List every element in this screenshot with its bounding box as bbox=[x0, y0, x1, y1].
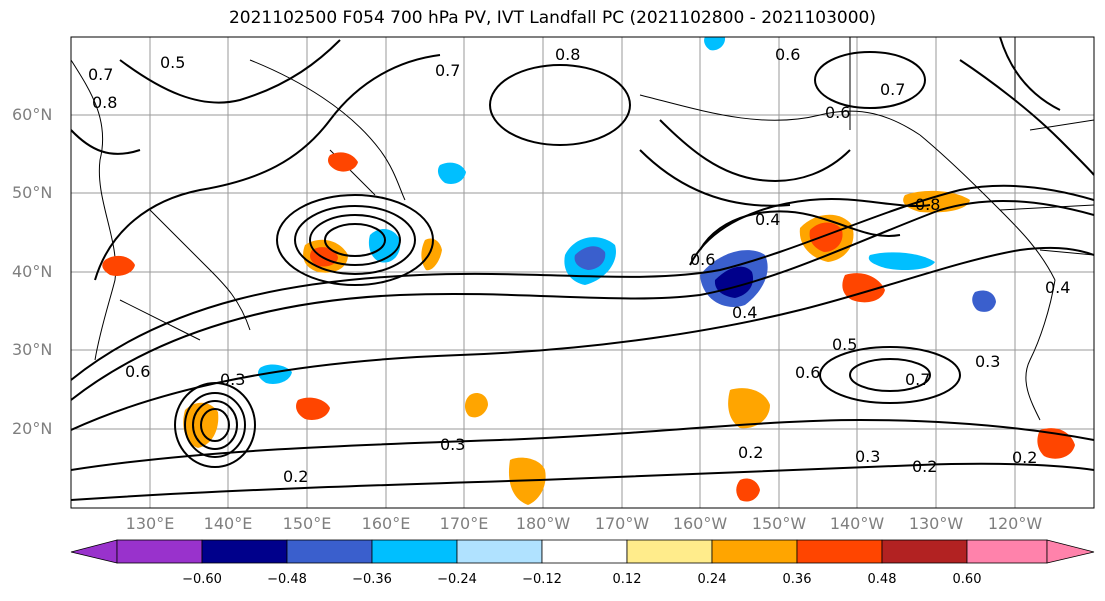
colorbar-tick-label: 0.36 bbox=[782, 572, 812, 587]
colorbar-bin bbox=[626, 539, 713, 564]
colorbar-tick-label: −0.12 bbox=[522, 572, 562, 587]
colorbar-tick-label: −0.24 bbox=[437, 572, 477, 587]
colorbar-bin bbox=[796, 539, 883, 564]
graticule bbox=[71, 37, 1094, 508]
contour-label: 0.4 bbox=[732, 303, 757, 322]
lon-label: 150°E bbox=[282, 514, 332, 533]
lon-label: 180°W bbox=[515, 514, 571, 533]
map-title: 2021102500 F054 700 hPa PV, IVT Landfall… bbox=[228, 8, 876, 28]
lon-label: 160°W bbox=[672, 514, 728, 533]
lat-label: 50°N bbox=[12, 183, 53, 202]
lat-label: 20°N bbox=[12, 419, 53, 438]
colorbar-bin bbox=[371, 539, 458, 564]
contour-label: 0.2 bbox=[912, 457, 937, 476]
colorbar-bin bbox=[456, 539, 543, 564]
colorbar-bin bbox=[966, 539, 1048, 564]
colorbar-tick-label: 0.24 bbox=[697, 572, 727, 587]
contour-label: 0.8 bbox=[555, 45, 580, 64]
colorbar-bin bbox=[286, 539, 373, 564]
colorbar-bin bbox=[116, 539, 203, 564]
lon-label: 140°E bbox=[203, 514, 253, 533]
lon-label: 130°W bbox=[908, 514, 964, 533]
colorbar-tick-label: −0.60 bbox=[182, 572, 222, 587]
contour-label: 0.7 bbox=[88, 65, 113, 84]
contour-label: 0.2 bbox=[1012, 448, 1037, 467]
contour-label: 0.2 bbox=[738, 443, 763, 462]
colorbar-extend-high bbox=[1046, 539, 1095, 564]
colorbar-tick-label: −0.36 bbox=[352, 572, 392, 587]
contour-label: 0.8 bbox=[915, 195, 940, 214]
lon-label: 140°W bbox=[829, 514, 885, 533]
colorbar-extend-low bbox=[70, 539, 118, 564]
contour-label: 0.3 bbox=[220, 370, 245, 389]
colorbar-bin bbox=[201, 539, 288, 564]
contour-label: 0.6 bbox=[795, 363, 820, 382]
colorbar-bin bbox=[711, 539, 798, 564]
contour-label: 0.6 bbox=[690, 250, 715, 269]
colorbar-bin bbox=[541, 539, 628, 564]
pv-shading bbox=[102, 37, 1075, 505]
colorbar-tick-label: 0.12 bbox=[612, 572, 642, 587]
contour-label: 0.6 bbox=[825, 103, 850, 122]
lon-label: 160°E bbox=[361, 514, 411, 533]
contour-label: 0.6 bbox=[775, 45, 800, 64]
colorbar bbox=[70, 539, 1095, 564]
contour-label: 0.3 bbox=[855, 447, 880, 466]
colorbar-bin bbox=[881, 539, 968, 564]
contour-label: 0.7 bbox=[880, 80, 905, 99]
contour-label: 0.4 bbox=[755, 210, 780, 229]
contour-label: 0.2 bbox=[283, 467, 308, 486]
contour-label: 0.6 bbox=[125, 362, 150, 381]
lat-label: 30°N bbox=[12, 340, 53, 359]
lat-label: 40°N bbox=[12, 262, 53, 281]
lat-label: 60°N bbox=[12, 105, 53, 124]
lon-label: 120°W bbox=[987, 514, 1043, 533]
colorbar-tick-label: 0.48 bbox=[867, 572, 897, 587]
contour-labels: 0.5 0.7 0.8 0.6 0.7 0.6 0.7 0.8 0.4 0.6 … bbox=[88, 45, 1070, 486]
colorbar-tick-label: 0.60 bbox=[952, 572, 982, 587]
lon-label: 170°W bbox=[594, 514, 650, 533]
contour-label: 0.3 bbox=[440, 435, 465, 454]
contour-label: 0.5 bbox=[832, 335, 857, 354]
map-frame bbox=[70, 36, 1095, 509]
contour-label: 0.8 bbox=[92, 93, 117, 112]
contour-label: 0.7 bbox=[905, 370, 930, 389]
contours bbox=[71, 37, 1094, 501]
contour-label: 0.7 bbox=[435, 61, 460, 80]
lon-label: 130°E bbox=[125, 514, 175, 533]
contour-label: 0.5 bbox=[160, 53, 185, 72]
coastlines bbox=[71, 37, 1094, 421]
lon-label: 170°E bbox=[439, 514, 489, 533]
lon-label: 150°W bbox=[751, 514, 807, 533]
contour-label: 0.3 bbox=[975, 352, 1000, 371]
contour-label: 0.4 bbox=[1045, 278, 1070, 297]
colorbar-tick-label: −0.48 bbox=[267, 572, 307, 587]
